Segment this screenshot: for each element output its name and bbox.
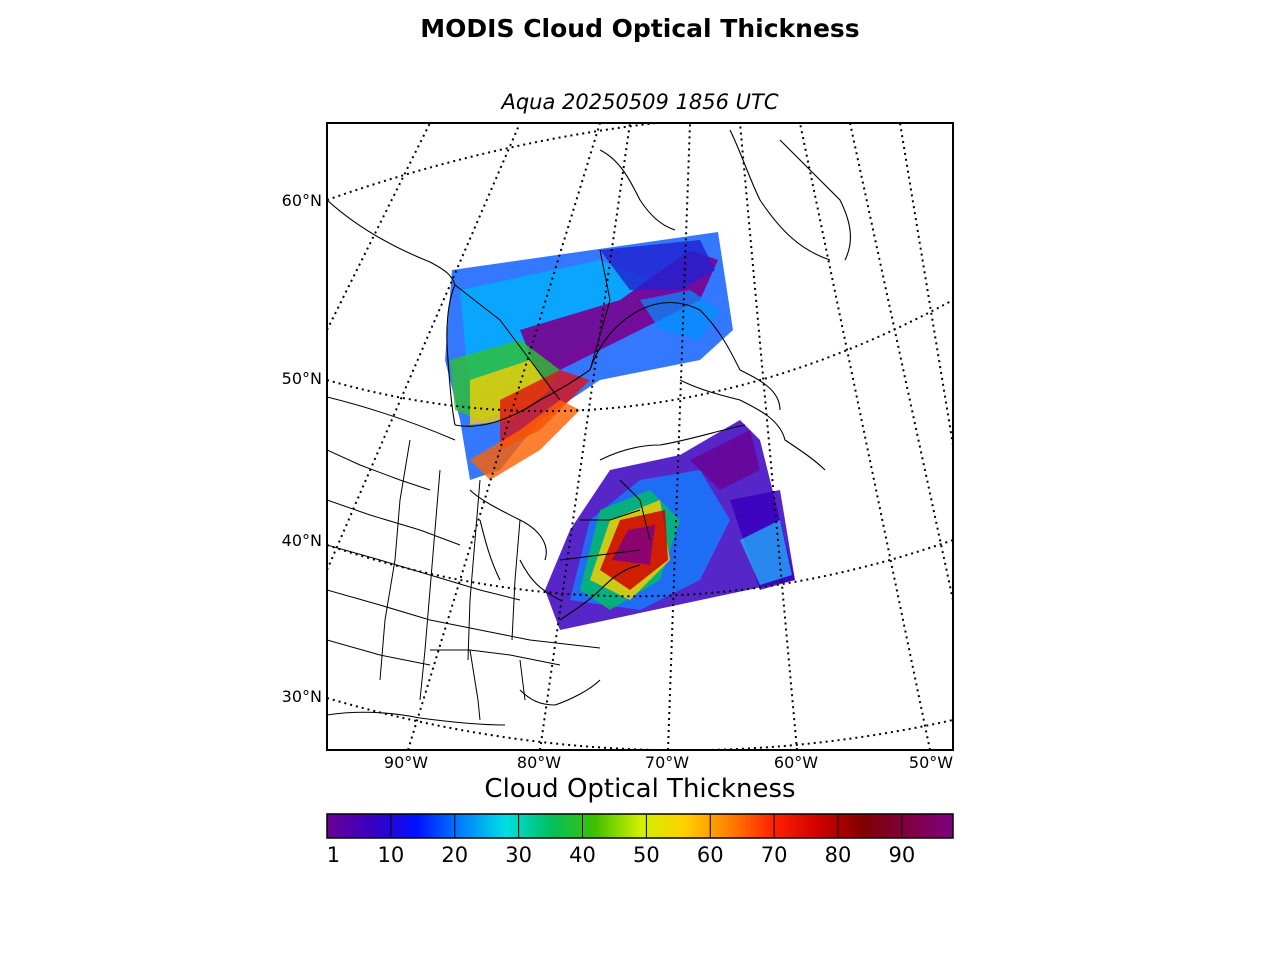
lon-label-60w: 60°W bbox=[773, 753, 819, 772]
map-background bbox=[327, 123, 953, 750]
colorbar-tick-label: 50 bbox=[633, 843, 660, 867]
colorbar-tick-label: 70 bbox=[760, 843, 788, 867]
lat-label-40: 40°N bbox=[281, 531, 322, 550]
cloud-swath-north bbox=[445, 232, 733, 480]
colorbar-tick-label: 30 bbox=[505, 843, 532, 867]
map-area bbox=[327, 123, 953, 750]
colorbar-tick-label: 40 bbox=[569, 843, 596, 867]
colorbar bbox=[326, 813, 954, 839]
state-borders bbox=[327, 249, 651, 721]
figure-title: MODIS Cloud Optical Thickness bbox=[420, 14, 860, 43]
lon-label-80w: 80°W bbox=[516, 753, 562, 772]
figure-subtitle: Aqua 20250509 1856 UTC bbox=[501, 90, 779, 114]
map-frame bbox=[326, 122, 954, 751]
colorbar-tick-label: 10 bbox=[377, 843, 405, 867]
lon-label-70w: 70°W bbox=[644, 753, 690, 772]
colorbar-tick-label: 60 bbox=[696, 843, 724, 867]
lon-label-50w: 50°W bbox=[908, 753, 954, 772]
graticule-meridians bbox=[327, 123, 953, 750]
colorbar-tick-label: 1 bbox=[326, 843, 341, 867]
colorbar-swatch bbox=[326, 813, 954, 839]
colorbar-tick-marks bbox=[390, 814, 903, 838]
lat-label-30: 30°N bbox=[281, 687, 322, 706]
lat-label-50: 50°N bbox=[281, 369, 322, 388]
colorbar-tick-label: 20 bbox=[441, 843, 469, 867]
lat-label-60: 60°N bbox=[281, 191, 322, 210]
colorbar-tick-label: 90 bbox=[888, 843, 916, 867]
coastlines bbox=[327, 129, 851, 726]
colorbar-tick-label: 80 bbox=[824, 843, 852, 867]
colorbar-title: Cloud Optical Thickness bbox=[484, 774, 796, 804]
lon-label-90w: 90°W bbox=[383, 753, 429, 772]
